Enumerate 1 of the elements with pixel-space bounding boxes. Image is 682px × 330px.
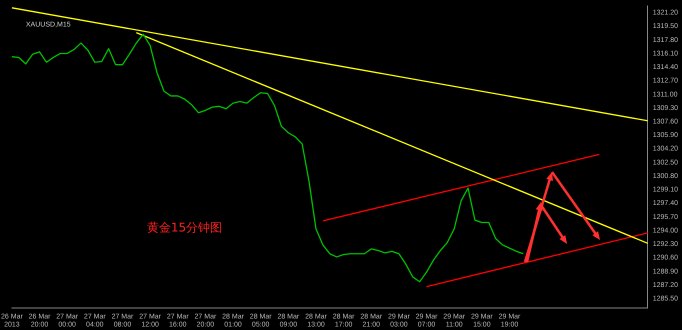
annotation: 黄金15分钟图 [146, 220, 222, 234]
